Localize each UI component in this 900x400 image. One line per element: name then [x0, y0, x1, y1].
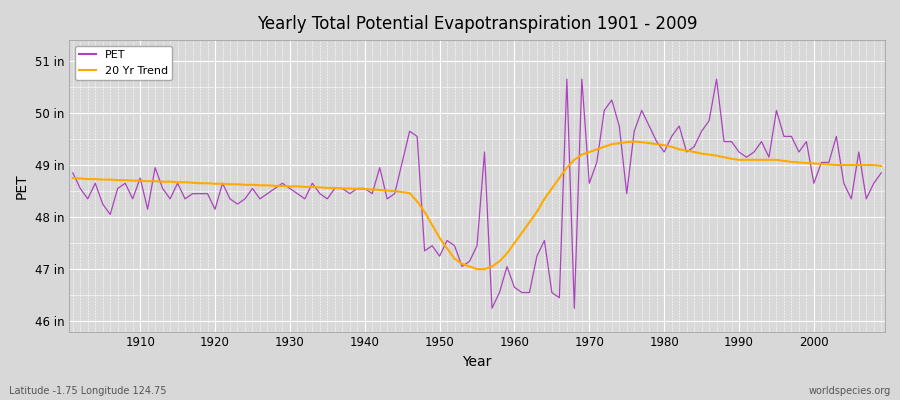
Title: Yearly Total Potential Evapotranspiration 1901 - 2009: Yearly Total Potential Evapotranspiratio… — [256, 15, 698, 33]
Legend: PET, 20 Yr Trend: PET, 20 Yr Trend — [75, 46, 172, 80]
Text: worldspecies.org: worldspecies.org — [809, 386, 891, 396]
Text: Latitude -1.75 Longitude 124.75: Latitude -1.75 Longitude 124.75 — [9, 386, 166, 396]
X-axis label: Year: Year — [463, 355, 491, 369]
Y-axis label: PET: PET — [15, 173, 29, 199]
